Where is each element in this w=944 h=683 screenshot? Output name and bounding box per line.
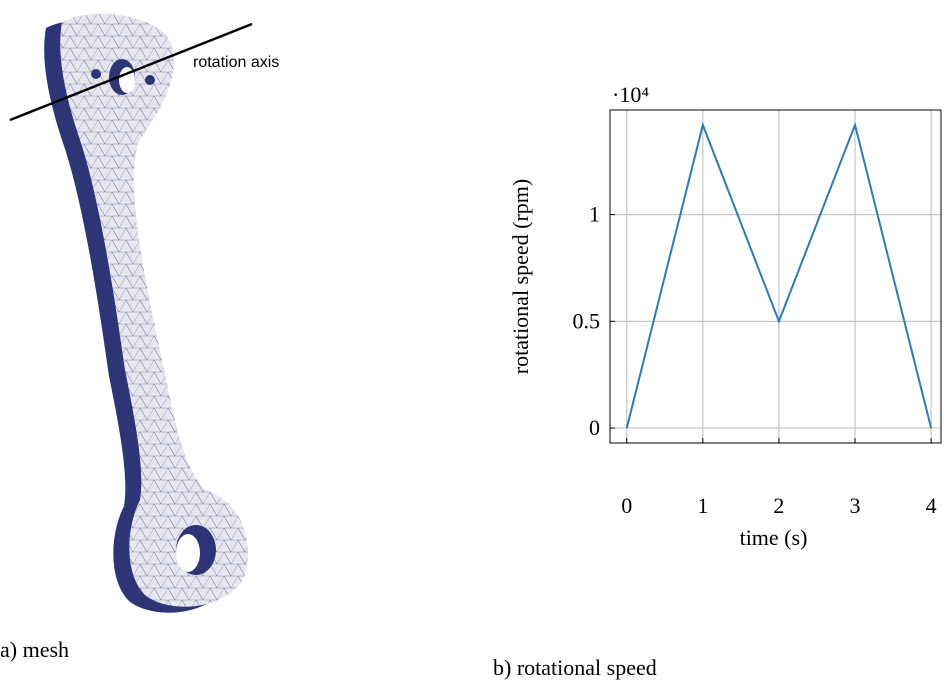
plot-frame xyxy=(609,109,942,444)
caption: a) mesh xyxy=(0,637,69,662)
y-multiplier: ·10⁴ xyxy=(612,82,649,107)
data-line xyxy=(625,121,933,429)
y-tick-label: 0 xyxy=(589,415,600,440)
y-tick-label: 0.5 xyxy=(573,308,601,333)
x-tick-label: 0 xyxy=(621,493,632,518)
y-axis-label: rotational speed (rpm) xyxy=(508,179,533,375)
caption: b) rotational speed xyxy=(493,655,657,680)
x-tick-label: 1 xyxy=(697,493,708,518)
x-axis-label: time (s) xyxy=(740,525,808,550)
mesh-image xyxy=(9,13,253,613)
y-tick-label: 1 xyxy=(589,202,600,227)
x-tick-label: 3 xyxy=(850,493,861,518)
x-tick-label: 4 xyxy=(926,493,937,518)
chart: 0 1 2 3 4 0 0.5 1 ·10⁴ time (s) rotational speed (… xyxy=(508,82,942,550)
annotation: rotation axis xyxy=(193,54,279,71)
x-tick-label: 2 xyxy=(773,493,784,518)
